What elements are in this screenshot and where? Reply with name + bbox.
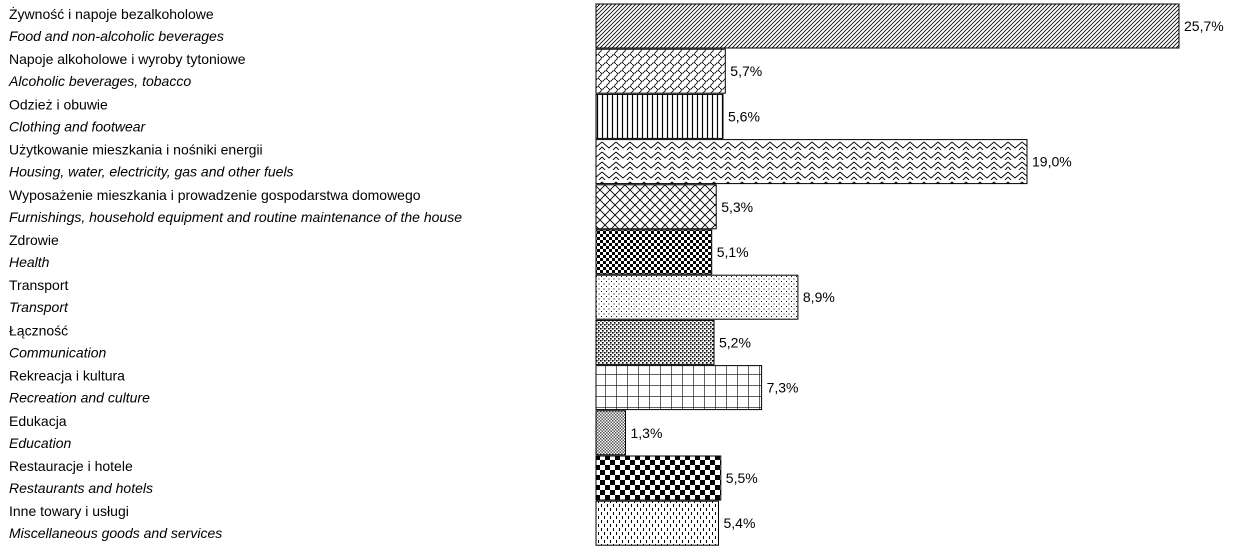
category-label-en-transport: Transport bbox=[9, 299, 69, 315]
category-label-pl-alcoholic-beverages-tobacco: Napoje alkoholowe i wyroby tytoniowe bbox=[9, 51, 246, 67]
category-label-en-education: Education bbox=[9, 435, 71, 451]
category-label-pl-miscellaneous-goods-and-services: Inne towary i usługi bbox=[9, 503, 129, 519]
category-label-en-food-and-non-alcoholic-beverages: Food and non-alcoholic beverages bbox=[9, 28, 224, 44]
bar-clothing-and-footwear bbox=[595, 93, 724, 139]
category-label-pl-education: Edukacja bbox=[9, 413, 67, 429]
bar-health bbox=[595, 229, 713, 275]
value-label-miscellaneous-goods-and-services: 5,4% bbox=[724, 515, 756, 531]
bar-education bbox=[595, 410, 626, 456]
category-label-pl-communication: Łączność bbox=[9, 322, 68, 338]
bar-restaurants-and-hotels bbox=[595, 455, 722, 501]
value-label-alcoholic-beverages-tobacco: 5,7% bbox=[730, 63, 762, 79]
category-label-pl-housing-water-electricity-gas-and-other-fuels: Użytkowanie mieszkania i nośniki energii bbox=[9, 142, 263, 158]
category-label-en-alcoholic-beverages-tobacco: Alcoholic beverages, tobacco bbox=[8, 73, 191, 89]
bars bbox=[595, 3, 1180, 546]
category-label-pl-food-and-non-alcoholic-beverages: Żywność i napoje bezalkoholowe bbox=[9, 5, 214, 22]
category-label-en-housing-water-electricity-gas-and-other-fuels: Housing, water, electricity, gas and oth… bbox=[9, 164, 294, 180]
bar-recreation-and-culture bbox=[595, 365, 763, 411]
value-labels: 25,7% 5,7% 5,6% 19,0% 5,3% 5,1% 8,9% 5,2% 7,3% 1,… bbox=[631, 18, 1224, 531]
category-label-en-miscellaneous-goods-and-services: Miscellaneous goods and services bbox=[9, 525, 222, 541]
category-label-en-restaurants-and-hotels: Restaurants and hotels bbox=[9, 480, 153, 496]
category-label-pl-health: Zdrowie bbox=[9, 232, 59, 248]
value-label-restaurants-and-hotels: 5,5% bbox=[726, 470, 758, 486]
bar-furnishings-household-equipment-and-routine-maintenance-of-the-house bbox=[595, 184, 717, 230]
category-label-pl-recreation-and-culture: Rekreacja i kultura bbox=[9, 368, 125, 384]
value-label-furnishings-household-equipment-and-routine-maintenance-of-the-house: 5,3% bbox=[721, 199, 753, 215]
category-label-en-recreation-and-culture: Recreation and culture bbox=[9, 390, 150, 406]
value-label-recreation-and-culture: 7,3% bbox=[767, 380, 799, 396]
category-label-pl-restaurants-and-hotels: Restauracje i hotele bbox=[9, 458, 133, 474]
value-label-housing-water-electricity-gas-and-other-fuels: 19,0% bbox=[1032, 154, 1072, 170]
value-label-clothing-and-footwear: 5,6% bbox=[728, 108, 760, 124]
bar-transport bbox=[595, 274, 799, 320]
value-label-food-and-non-alcoholic-beverages: 25,7% bbox=[1184, 18, 1224, 34]
bar-housing-water-electricity-gas-and-other-fuels bbox=[595, 139, 1028, 185]
category-label-en-furnishings-household-equipment-and-routine-maintenance-of-the-house: Furnishings, household equipment and rou… bbox=[9, 209, 462, 225]
bar-food-and-non-alcoholic-beverages bbox=[595, 3, 1180, 49]
bar-miscellaneous-goods-and-services bbox=[595, 500, 719, 546]
category-label-pl-clothing-and-footwear: Odzież i obuwie bbox=[9, 96, 108, 112]
category-label-en-health: Health bbox=[9, 254, 50, 270]
category-label-en-communication: Communication bbox=[9, 344, 106, 360]
value-label-education: 1,3% bbox=[631, 425, 663, 441]
category-labels: Żywność i napoje bezalkoholowe Food and n… bbox=[8, 5, 462, 541]
bar-alcoholic-beverages-tobacco bbox=[595, 48, 726, 94]
value-label-communication: 5,2% bbox=[719, 334, 751, 350]
value-label-health: 5,1% bbox=[717, 244, 749, 260]
bar-communication bbox=[595, 319, 715, 365]
category-label-pl-transport: Transport bbox=[9, 277, 69, 293]
category-label-pl-furnishings-household-equipment-and-routine-maintenance-of-the-house: Wyposażenie mieszkania i prowadzenie gos… bbox=[9, 187, 421, 203]
category-label-en-clothing-and-footwear: Clothing and footwear bbox=[9, 118, 147, 134]
value-label-transport: 8,9% bbox=[803, 289, 835, 305]
